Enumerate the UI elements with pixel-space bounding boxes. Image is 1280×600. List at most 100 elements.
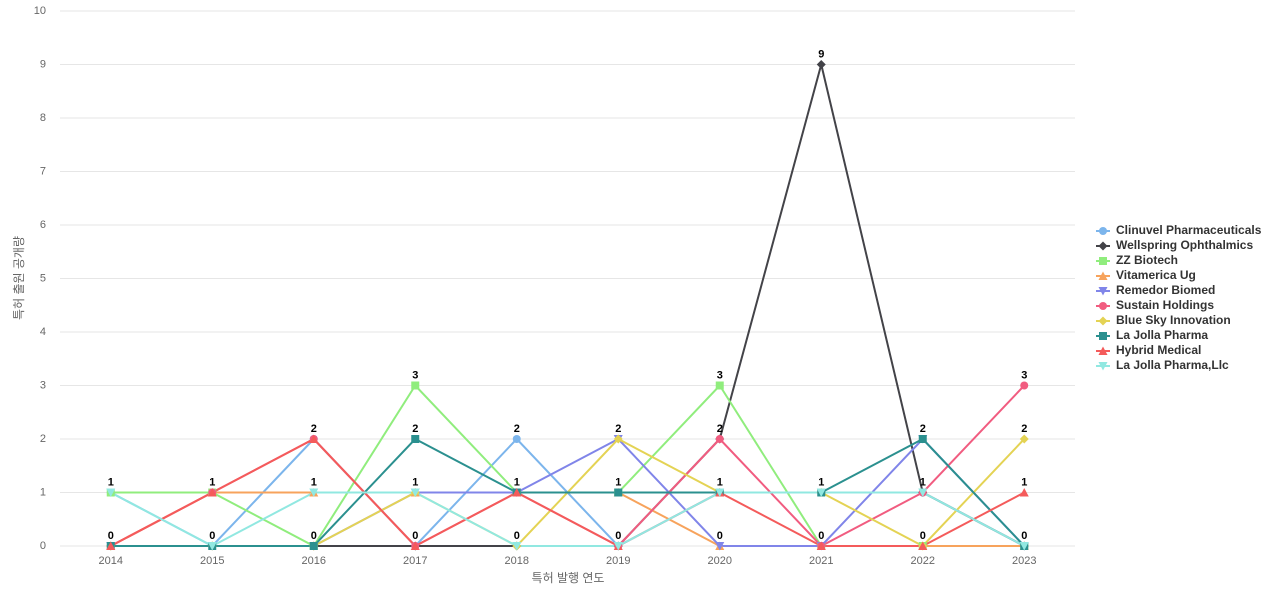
legend-label: Clinuvel Pharmaceuticals — [1116, 223, 1262, 237]
data-label: 2 — [615, 423, 621, 435]
data-point — [614, 488, 623, 497]
data-point — [1019, 488, 1029, 497]
x-axis-title: 특허 발행 연도 — [532, 570, 605, 585]
legend-label: ZZ Biotech — [1116, 253, 1178, 267]
data-point — [411, 381, 420, 390]
data-label: 2 — [412, 423, 418, 435]
legend-marker — [1098, 362, 1108, 371]
data-label: 1 — [920, 476, 926, 488]
x-tick-label: 2023 — [1012, 555, 1036, 567]
legend-label: Wellspring Ophthalmics — [1116, 238, 1253, 252]
data-label: 1 — [514, 476, 520, 488]
data-point — [309, 434, 319, 443]
data-point — [410, 541, 420, 550]
data-label: 2 — [1021, 423, 1027, 435]
legend-marker — [1099, 302, 1107, 310]
x-tick-label: 2018 — [505, 555, 529, 567]
x-tick-label: 2016 — [302, 555, 326, 567]
data-label: 0 — [615, 530, 621, 542]
data-label: 3 — [1021, 369, 1027, 381]
legend-label: Vitamerica Ug — [1116, 268, 1196, 282]
data-label: 3 — [717, 369, 723, 381]
data-point — [715, 381, 724, 390]
legend-marker — [1099, 257, 1107, 265]
data-label: 2 — [717, 423, 723, 435]
x-tick-label: 2022 — [911, 555, 935, 567]
series-line — [110, 491, 1025, 548]
legend-marker — [1098, 316, 1108, 326]
data-label: 0 — [717, 530, 723, 542]
y-tick-label: 1 — [40, 486, 46, 498]
legend-marker — [1098, 346, 1108, 355]
legend-label: Blue Sky Innovation — [1116, 313, 1231, 327]
y-tick-label: 4 — [40, 326, 46, 338]
data-label: 1 — [311, 476, 317, 488]
data-label: 1 — [717, 476, 723, 488]
y-axis-title: 특허 출원 공개량 — [12, 236, 26, 320]
x-tick-label: 2021 — [809, 555, 833, 567]
data-point — [309, 542, 318, 550]
data-label: 2 — [311, 423, 317, 435]
data-point — [512, 435, 521, 443]
data-label: 1 — [615, 476, 621, 488]
legend-marker — [1099, 227, 1107, 235]
data-label: 0 — [311, 530, 317, 542]
data-point — [106, 488, 116, 497]
y-tick-label: 6 — [40, 219, 46, 231]
data-point — [816, 488, 826, 497]
data-point — [918, 488, 928, 497]
data-label: 1 — [1021, 476, 1027, 488]
data-label: 0 — [1021, 530, 1027, 542]
data-point — [207, 488, 217, 497]
data-point — [512, 542, 522, 551]
data-label: 0 — [209, 530, 215, 542]
data-point — [918, 541, 928, 550]
x-tick-label: 2015 — [200, 555, 224, 567]
y-tick-label: 9 — [40, 58, 46, 70]
legend-marker — [1099, 332, 1107, 340]
data-label: 0 — [818, 530, 824, 542]
legend-marker — [1098, 271, 1108, 280]
y-tick-label: 3 — [40, 379, 46, 391]
data-point — [715, 488, 725, 497]
y-tick-label: 5 — [40, 272, 46, 284]
data-point — [106, 541, 116, 550]
data-label: 9 — [818, 48, 824, 60]
data-label: 0 — [108, 530, 114, 542]
data-label: 1 — [412, 476, 418, 488]
data-point — [816, 541, 826, 550]
legend-marker — [1098, 287, 1108, 296]
data-label: 2 — [920, 423, 926, 435]
data-point — [715, 542, 725, 551]
data-point — [1019, 434, 1029, 444]
data-label: 0 — [920, 530, 926, 542]
data-point — [1019, 542, 1029, 551]
data-point — [411, 435, 420, 443]
data-point — [918, 435, 927, 443]
x-tick-label: 2019 — [606, 555, 630, 567]
y-tick-label: 8 — [40, 112, 46, 124]
data-label: 0 — [514, 530, 520, 542]
y-tick-label: 7 — [40, 165, 46, 177]
legend-label: La Jolla Pharma,Llc — [1116, 358, 1229, 372]
legend-label: La Jolla Pharma — [1116, 328, 1208, 342]
x-tick-label: 2014 — [99, 555, 123, 567]
data-point — [816, 60, 826, 69]
x-tick-label: 2020 — [708, 555, 732, 567]
data-point — [207, 542, 217, 551]
data-point — [512, 488, 522, 497]
data-label: 0 — [412, 530, 418, 542]
series-line — [110, 437, 1025, 547]
data-label: 1 — [818, 476, 824, 488]
y-tick-label: 10 — [34, 5, 46, 17]
y-tick-label: 2 — [40, 433, 46, 445]
legend-marker — [1098, 241, 1108, 251]
series-line — [110, 437, 1025, 548]
data-label: 2 — [514, 423, 520, 435]
data-point — [410, 488, 420, 497]
y-tick-label: 0 — [40, 540, 46, 552]
data-label: 1 — [108, 476, 114, 488]
data-label: 3 — [412, 369, 418, 381]
legend-label: Sustain Holdings — [1116, 298, 1214, 312]
